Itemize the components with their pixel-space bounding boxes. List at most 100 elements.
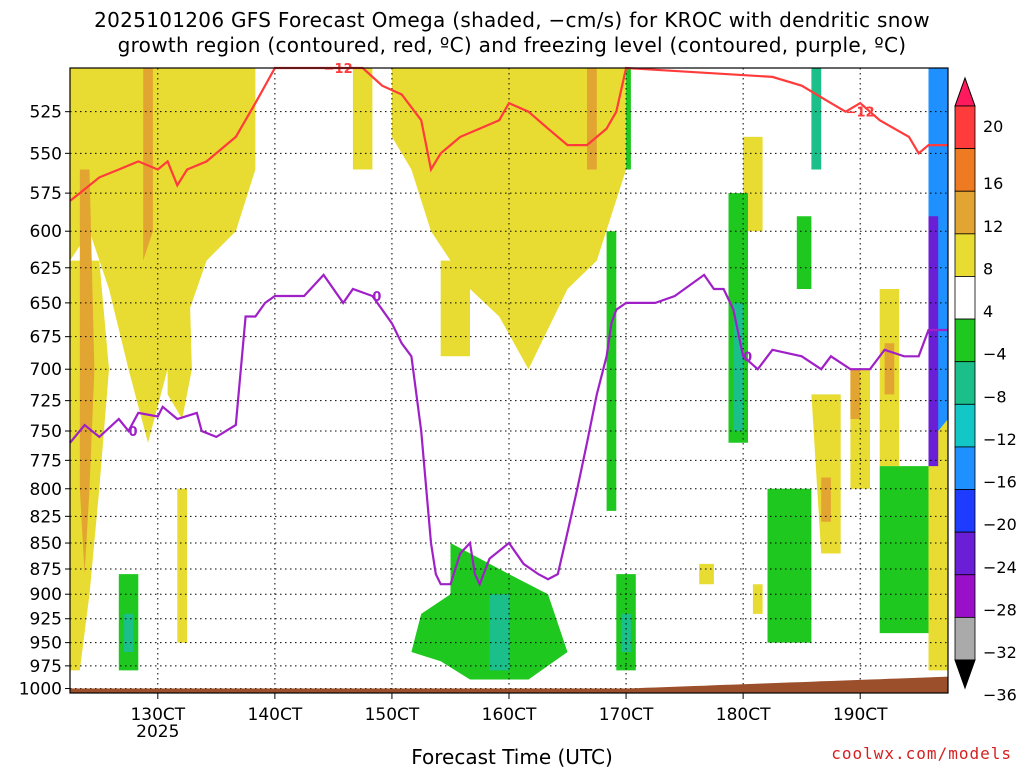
colorbar-label: 12: [983, 217, 1003, 236]
omega-region-6: [177, 488, 188, 643]
colorbar-swatch: [954, 233, 976, 277]
y-tick-label: 625: [30, 259, 62, 279]
omega-region-30: [733, 302, 744, 431]
colorbar-label: 20: [983, 117, 1003, 136]
contour-line-0: [69, 273, 948, 587]
omega-region-27: [606, 231, 617, 511]
ground-fill: [70, 676, 948, 693]
omega-region-4: [167, 200, 192, 419]
y-tick-label: 950: [30, 634, 62, 654]
y-tick-label: 825: [30, 507, 62, 527]
colorbar-label: −12: [983, 430, 1017, 449]
colorbar-label: −8: [983, 387, 1007, 406]
colorbar-swatch: [954, 616, 976, 661]
y-tick-label: 675: [30, 328, 62, 348]
colorbar-swatch: [954, 489, 976, 533]
omega-region-22: [489, 594, 509, 671]
colorbar-label: 16: [983, 174, 1003, 193]
omega-region-20: [752, 584, 763, 614]
omega-region-37: [928, 216, 939, 467]
x-tick-label: 140CT: [248, 705, 303, 725]
omega-region-24: [123, 613, 134, 652]
omega-region-32: [767, 488, 812, 643]
colorbar-bottom-arrow: [954, 659, 976, 690]
x-tick-label: 190CT: [833, 705, 888, 725]
y-tick-label: 600: [30, 222, 62, 242]
omega-region-19: [699, 563, 714, 585]
contour-label: 0: [129, 425, 138, 440]
y-tick-label: 800: [30, 480, 62, 500]
y-tick-label: 725: [30, 392, 62, 412]
credit-link[interactable]: coolwx.com/models: [831, 744, 1012, 763]
y-tick-label: 750: [30, 422, 62, 442]
colorbar-label: −4: [983, 345, 1007, 364]
omega-region-8: [587, 68, 597, 170]
y-tick-label: 700: [30, 360, 62, 380]
grid-lines: [70, 68, 948, 693]
x-tick-label: 150CT: [365, 705, 420, 725]
y-tick-label: 1000: [19, 680, 62, 700]
omega-region-21: [411, 543, 568, 680]
contour-label: 0: [372, 290, 381, 305]
colorbar-swatch: [954, 190, 976, 235]
x-tick-sublabel: 2025: [136, 722, 179, 742]
colorbar-swatch: [954, 574, 976, 618]
y-tick-label: 975: [30, 657, 62, 677]
omega-region-33: [879, 466, 929, 634]
colorbar-label: −24: [983, 558, 1017, 577]
colorbar-swatch: [954, 148, 976, 192]
y-tick-label: 775: [30, 451, 62, 471]
omega-region-31: [796, 216, 812, 289]
x-tick-label: 180CT: [716, 705, 771, 725]
x-axis-label: Forecast Time (UTC): [411, 745, 613, 769]
colorbar-label: 8: [983, 259, 993, 278]
x-tick-label: 130CT: [130, 705, 185, 725]
y-tick-label: 875: [30, 560, 62, 580]
chart-title-line1: 2025101206 GFS Forecast Omega (shaded, −…: [94, 8, 930, 32]
colorbar-swatch: [954, 531, 976, 576]
y-tick-label: 900: [30, 585, 62, 605]
y-tick-label: 525: [30, 103, 62, 123]
colorbar-label: −16: [983, 473, 1017, 492]
omega-region-9: [440, 260, 470, 357]
omega-region-13: [821, 477, 831, 522]
omega-region-12: [811, 394, 841, 554]
omega-region-0: [70, 68, 256, 443]
omega-region-17: [884, 343, 895, 395]
contour-label: −12: [324, 62, 353, 77]
y-tick-label: 650: [30, 294, 62, 314]
contour-line-1: [69, 66, 948, 202]
colorbar-swatch: [954, 446, 976, 490]
contour-lines: 0 0 0 −12 −12: [69, 62, 948, 587]
colorbar-swatch: [954, 403, 976, 448]
y-tick-label: 850: [30, 534, 62, 554]
contour-label: 0: [743, 350, 752, 365]
colorbar: 20 16 12 8 4 −4 −8 −12 −16 −20 −24 −28 −32 −36: [954, 76, 1017, 705]
x-tick-label: 160CT: [482, 705, 537, 725]
contour-label: −12: [846, 106, 875, 121]
y-tick-label: 550: [30, 144, 62, 164]
colorbar-label: −20: [983, 515, 1017, 534]
omega-region-28: [626, 68, 631, 170]
y-tick-label: 575: [30, 184, 62, 204]
colorbar-label: 4: [983, 302, 993, 321]
omega-region-2: [79, 169, 95, 575]
x-tick-label: 170CT: [599, 705, 654, 725]
omega-shading: [70, 68, 948, 693]
y-tick-label: 925: [30, 610, 62, 630]
chart-title-line2: growth region (contoured, red, ºC) and f…: [117, 33, 907, 57]
colorbar-top-arrow: [954, 76, 976, 107]
colorbar-label: −32: [983, 643, 1017, 662]
colorbar-label: −36: [983, 686, 1017, 705]
axes: 525 550 575 600 625 650 675 700 725 750 775 800 825 8…: [19, 67, 949, 742]
omega-region-26: [621, 613, 631, 652]
colorbar-swatch: [954, 105, 976, 150]
colorbar-swatch: [954, 361, 976, 405]
omega-region-15: [850, 369, 861, 419]
terrain-ground: [70, 676, 948, 693]
colorbar-label: −28: [983, 600, 1017, 619]
colorbar-swatch: [954, 276, 976, 320]
colorbar-swatch: [954, 318, 976, 363]
omega-region-10: [352, 68, 373, 170]
